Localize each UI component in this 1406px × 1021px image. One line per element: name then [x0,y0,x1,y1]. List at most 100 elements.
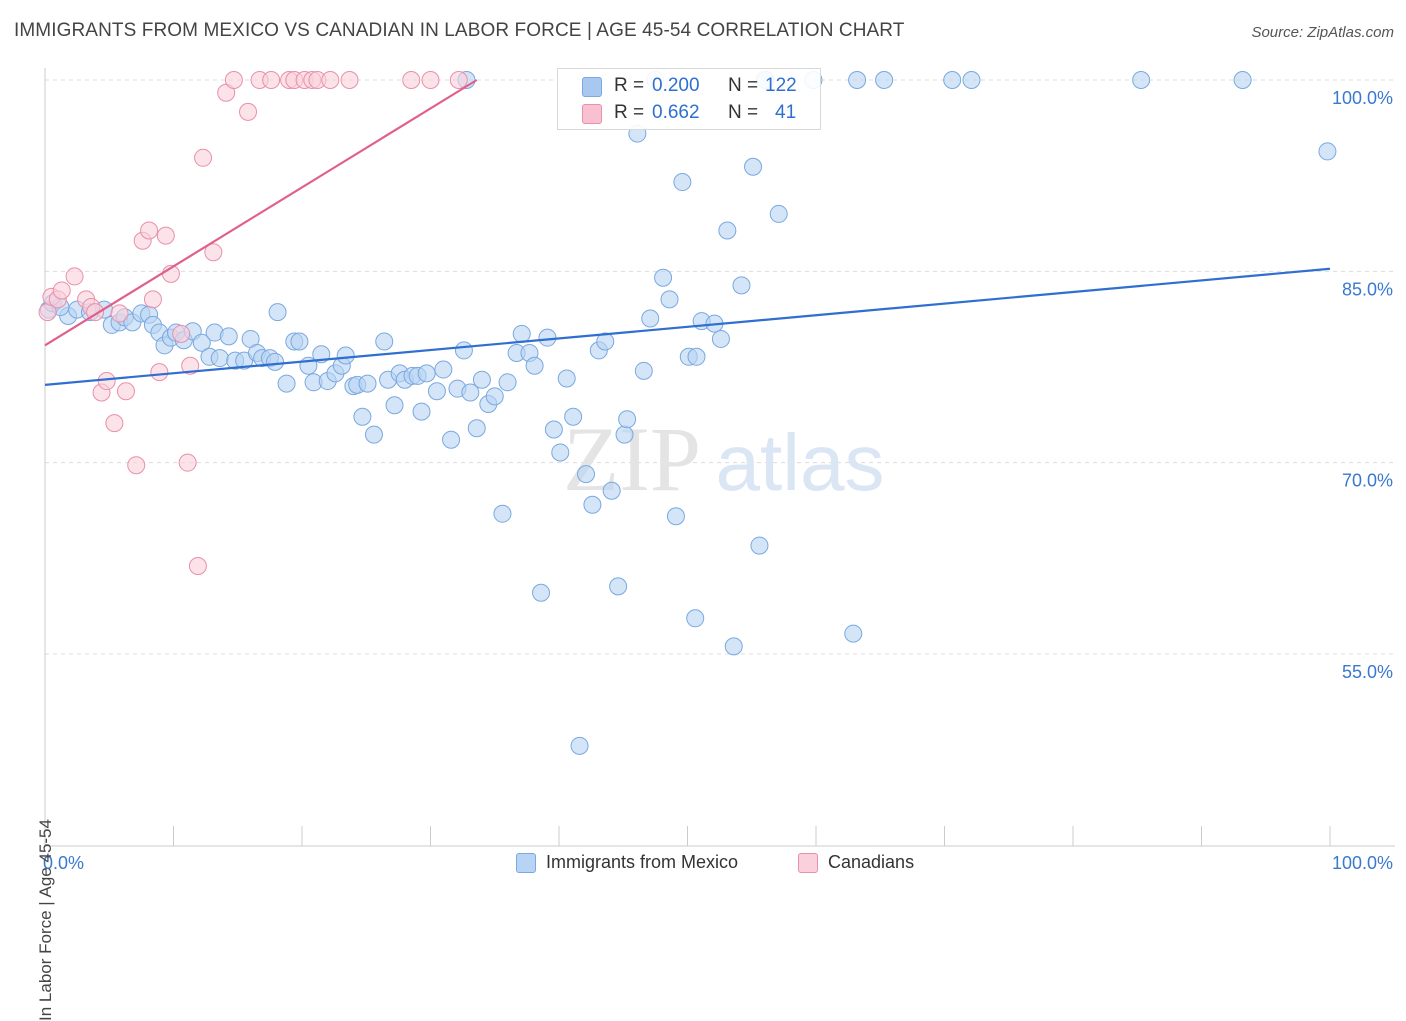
data-point-mexico [498,373,517,392]
data-point-mexico [576,465,595,484]
x-tick-label: 100.0% [1332,853,1393,873]
data-point-canadians [340,71,359,89]
data-point-mexico [583,495,602,514]
legend-item-canadians[interactable]: Canadians [798,852,914,873]
data-point-mexico [557,369,576,388]
data-point-mexico [744,157,763,176]
tick-labels: 55.0% 70.0% 85.0% 100.0% 0.0% 100.0% [43,88,1393,873]
data-point-mexico [210,349,229,368]
data-point-mexico [385,396,404,415]
data-point-mexico [493,504,512,523]
data-point-canadians [97,372,116,391]
stats-r-value: 0.200 [652,75,700,96]
data-point-mexico [564,407,583,426]
data-point-mexico [1132,71,1151,89]
data-point-mexico [718,221,737,240]
stats-r-value: 0.662 [652,102,700,123]
data-point-mexico [454,341,473,360]
data-point-canadians [110,304,129,323]
data-point-mexico [353,407,372,426]
data-point-mexico [875,71,894,89]
data-point-mexico [358,374,377,393]
data-point-canadians [178,453,197,472]
data-point-canadians [65,267,84,286]
data-point-mexico [364,425,383,444]
data-point-canadians [127,456,146,475]
data-point-mexico [551,443,570,462]
legend-swatch-blue [516,852,536,873]
data-point-mexico [654,268,673,287]
stats-n-label: N = [728,102,759,123]
data-point-mexico [596,332,615,351]
trend-lines [44,79,1331,386]
chart-title: IMMIGRANTS FROM MEXICO VS CANADIAN IN LA… [14,20,905,41]
data-point-mexico [461,383,480,402]
data-point-mexico [615,425,634,444]
data-point-mexico [538,328,557,347]
data-point-mexico [687,347,706,366]
data-point-mexico [769,204,788,223]
data-point-mexico [512,324,531,343]
data-point-canadians [402,71,421,89]
data-point-mexico [277,374,296,393]
data-point-mexico [290,332,309,351]
data-point-mexico [219,327,238,346]
source-label: Source: ZipAtlas.com [1251,24,1394,41]
data-point-mexico [724,637,743,656]
data-point-mexico [192,333,211,352]
legend-label: Immigrants from Mexico [546,852,739,872]
stats-r-label: R = [614,75,645,96]
legend-item-mexico[interactable]: Immigrants from Mexico [516,852,738,873]
legend-label: Canadians [828,852,915,872]
data-point-canadians [156,226,175,245]
data-point-mexico [525,356,544,375]
stats-n-value: 122 [765,75,797,96]
data-point-mexico [848,71,867,89]
trend-line-mexico [44,267,1331,386]
y-tick-label: 70.0% [1342,471,1393,491]
data-point-mexico [673,173,692,192]
data-point-mexico [750,536,769,555]
data-point-mexico [442,430,461,449]
data-point-canadians [140,221,159,240]
data-point-canadians [321,71,340,89]
data-point-mexico [634,361,653,380]
data-point-mexico [570,736,589,755]
data-point-mexico [1233,71,1252,89]
data-point-canadians [143,290,162,309]
data-point-canadians [204,243,223,262]
stats-n-label: N = [728,75,759,96]
stats-row-canadians: R = 0.662 N = 41 [558,100,820,128]
stats-swatch-pink [582,104,602,124]
data-point-mexico [711,329,730,348]
data-point-mexico [417,364,436,383]
data-point-mexico [268,303,287,322]
data-point-canadians [188,556,207,575]
data-point-mexico [544,420,563,439]
data-point-canadians [449,71,468,89]
data-point-mexico [472,370,491,389]
y-axis-label: In Labor Force | Age 45-54 [36,819,55,1021]
data-point-canadians [224,71,243,89]
series-immigrants-from-mexico [39,71,1337,755]
data-point-canadians [105,414,124,433]
data-point-mexico [1318,142,1337,161]
data-point-mexico [427,382,446,401]
x-tick-label: 0.0% [43,853,84,873]
stats-box: R = 0.200 N = 122 R = 0.662 N = 41 [557,68,821,130]
legend: Immigrants from Mexico Canadians [0,852,1406,878]
data-point-canadians [194,148,213,167]
data-point-mexico [467,419,486,438]
data-point-mexico [618,410,637,429]
data-point-mexico [943,71,962,89]
data-point-mexico [266,352,285,371]
data-point-mexico [412,402,431,421]
data-point-mexico [962,71,981,89]
data-point-mexico [641,309,660,328]
data-point-mexico [660,290,679,309]
data-point-canadians [52,281,71,300]
data-point-mexico [434,360,453,379]
data-point-canadians [262,71,281,89]
data-point-mexico [609,577,628,596]
data-point-mexico [666,507,685,526]
